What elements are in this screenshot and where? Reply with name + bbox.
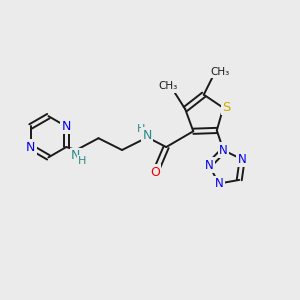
Text: N: N: [142, 129, 152, 142]
Text: H: H: [137, 124, 146, 134]
Text: N: N: [61, 120, 71, 133]
Text: S: S: [222, 101, 230, 114]
Text: N: N: [219, 144, 228, 157]
Text: N: N: [71, 149, 80, 162]
Text: CH₃: CH₃: [159, 82, 178, 92]
Text: N: N: [238, 153, 247, 166]
Text: H: H: [78, 156, 86, 166]
Text: N: N: [214, 177, 223, 190]
Text: N: N: [26, 141, 35, 154]
Text: CH₃: CH₃: [210, 67, 230, 77]
Text: N: N: [205, 159, 213, 172]
Text: O: O: [150, 166, 160, 178]
